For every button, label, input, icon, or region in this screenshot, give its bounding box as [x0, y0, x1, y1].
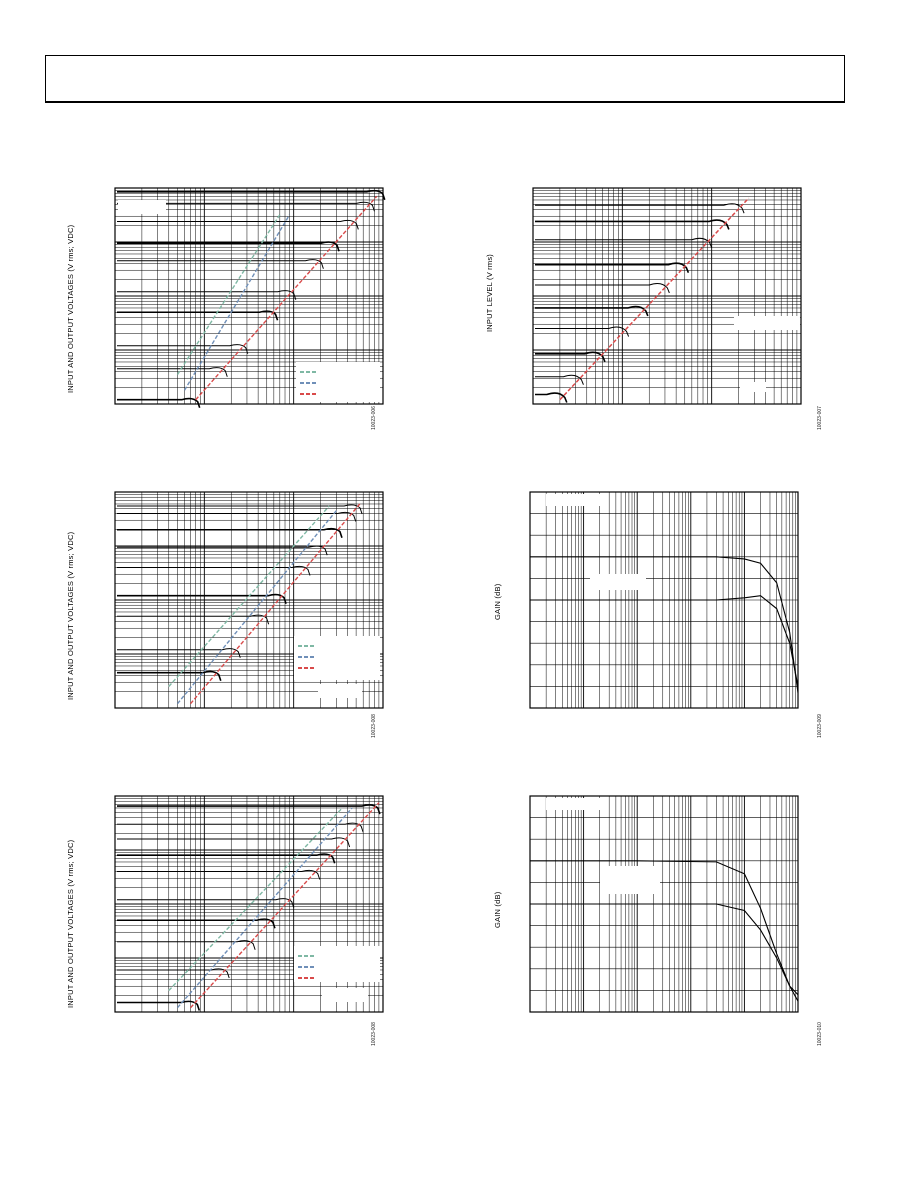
br-annotation-box-2: [600, 866, 660, 894]
mr-gain-series-2: [530, 595, 799, 687]
chart-bottom-right-ylabel: GAIN (dB): [493, 891, 502, 928]
mr-annotation-box-2: [590, 574, 646, 590]
tl-output-curve: [117, 344, 249, 354]
tl-frame: [114, 187, 384, 405]
ml-dashed-series-3: [189, 503, 361, 705]
bl-frame: [114, 795, 384, 1013]
tr-input-curve: [535, 237, 713, 248]
tr-input-curve: [535, 262, 690, 273]
tl-output-curve: [117, 189, 386, 201]
tl-output-curve: [117, 290, 297, 300]
ml-output-curve: [117, 648, 241, 658]
tl-output-curve: [117, 367, 228, 377]
ml-output-curve: [117, 511, 357, 522]
tr-input-curve: [535, 392, 568, 403]
tl-output-curve: [117, 241, 340, 252]
mr-annotation-box-1: [546, 494, 600, 506]
tr-input-curve: [535, 326, 630, 337]
tl-output-curve: [117, 397, 201, 408]
ml-output-curve: [117, 614, 270, 625]
bl-output-curve: [117, 822, 364, 833]
tr-input-curve: [535, 305, 649, 317]
bl-output-curve: [117, 853, 336, 864]
tr-annotation-box-1: [734, 316, 800, 330]
tl-output-curve: [117, 219, 359, 230]
ml-output-curve: [117, 670, 222, 681]
tr-input-curve: [535, 351, 606, 363]
bl-output-curve: [117, 804, 381, 815]
bl-annotation-box: [322, 988, 368, 1002]
tl-output-curve: [117, 310, 279, 321]
ml-output-curve: [117, 593, 287, 604]
mr-gain-series-1: [530, 556, 799, 693]
tr-input-curve: [535, 203, 745, 214]
ml-output-curve: [117, 504, 363, 515]
bl-dashed-series-2: [176, 807, 353, 1009]
tr-dashed-series-1: [559, 197, 750, 401]
tr-annotation-box-2: [740, 382, 766, 392]
ml-output-curve: [117, 527, 343, 538]
bl-output-curve: [117, 837, 351, 848]
bl-output-curve: [117, 940, 256, 950]
ml-output-curve: [117, 565, 311, 576]
tr-input-curve: [535, 283, 670, 294]
ml-grid: [114, 492, 383, 709]
bl-legend-box: [294, 946, 380, 982]
tl-dashed-series-3: [195, 195, 378, 401]
bl-output-curve: [117, 898, 295, 908]
ml-legend-box: [294, 636, 380, 680]
bl-dashed-series-3: [189, 802, 380, 1009]
header-box: [45, 55, 845, 103]
tr-input-curve: [535, 219, 730, 230]
chart-bottom-right-fig-id: 10023-010: [817, 1022, 823, 1046]
br-gain-series-2: [530, 903, 799, 996]
ml-annotation-box: [318, 684, 362, 698]
ml-frame: [114, 491, 384, 709]
ml-output-curve: [117, 545, 328, 556]
br-annotation-box-1: [546, 798, 600, 810]
tl-output-curve: [117, 201, 375, 212]
ml-dashed-series-1: [168, 505, 330, 687]
br-grid: [529, 795, 798, 1013]
tr-input-curve: [535, 374, 584, 385]
bl-output-curve: [117, 918, 276, 929]
tr-grid: [532, 188, 801, 405]
tl-dashed-series-2: [183, 214, 291, 391]
tl-annotation-box: [118, 200, 166, 214]
tl-dashed-series-1: [176, 214, 281, 375]
bl-output-curve: [117, 869, 321, 880]
tr-frame: [532, 187, 802, 405]
bl-grid: [114, 796, 383, 1013]
tl-output-curve: [117, 259, 324, 269]
br-gain-series-1: [530, 860, 799, 1002]
